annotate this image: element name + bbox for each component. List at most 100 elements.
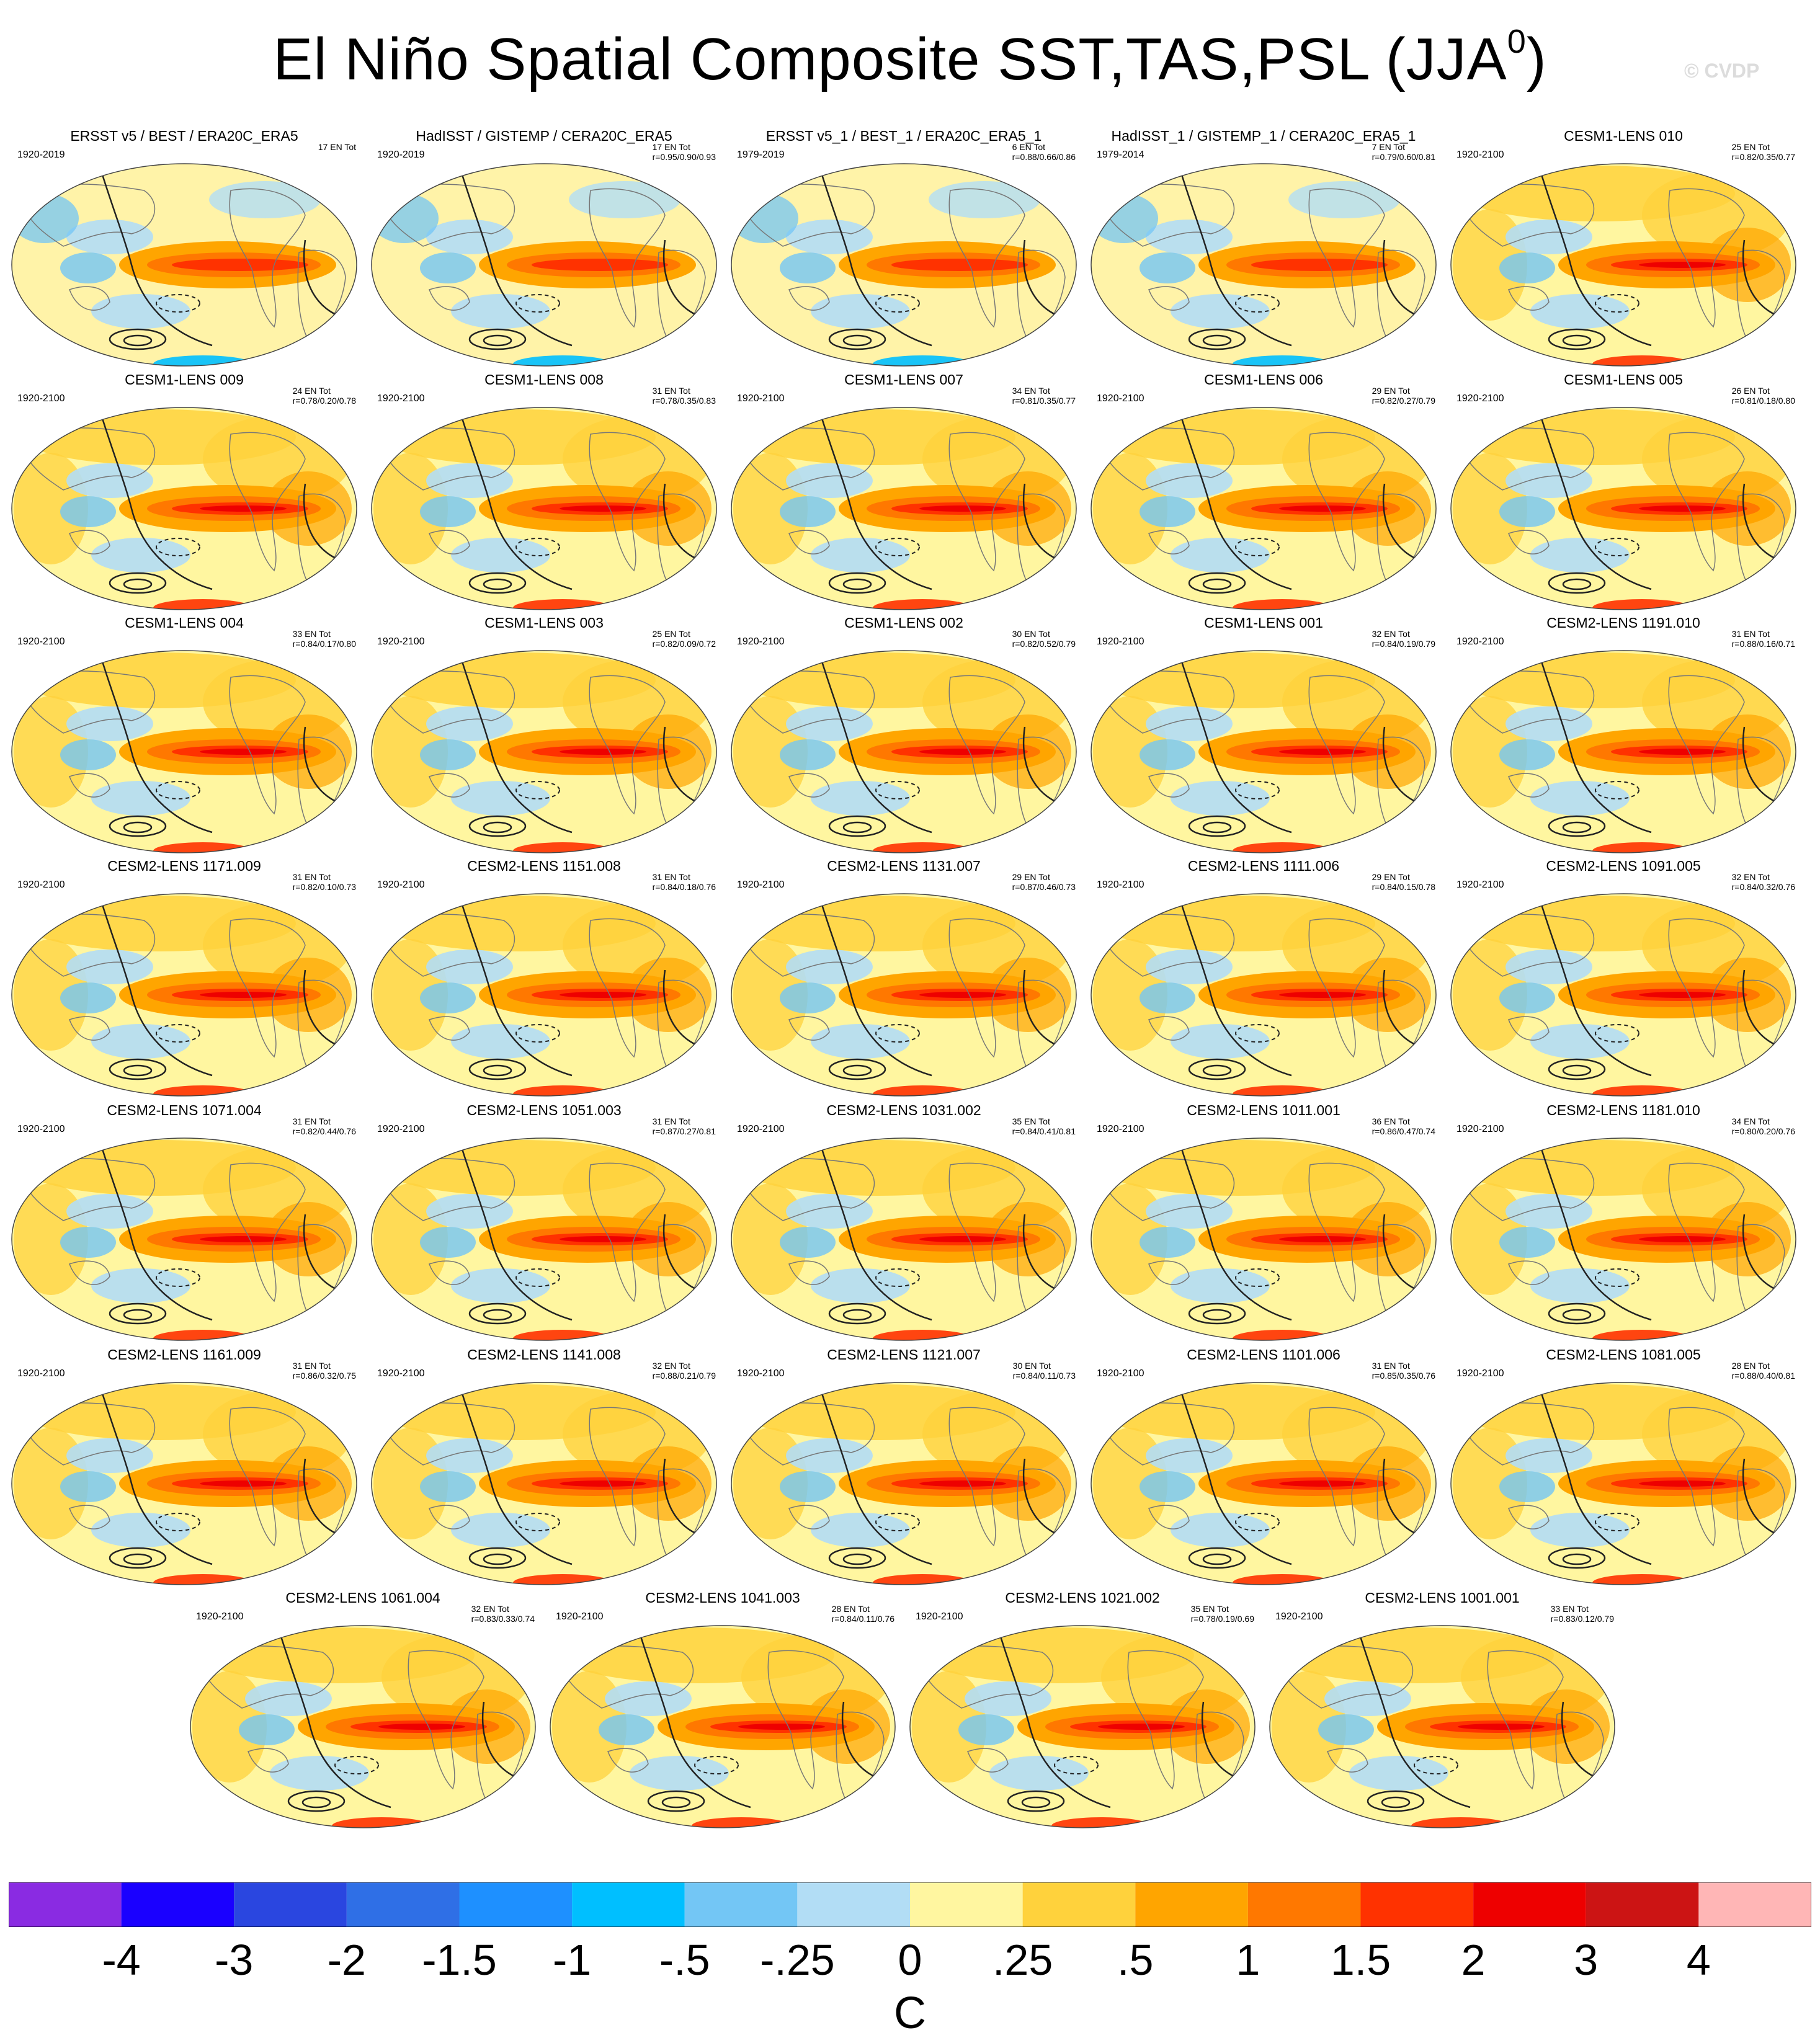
land-outline-0 bbox=[198, 1645, 334, 1709]
panel-years: 1920-2100 bbox=[17, 879, 65, 890]
map-outline bbox=[11, 407, 357, 610]
map-outline bbox=[11, 893, 357, 1097]
panel-years: 1920-2100 bbox=[17, 1124, 65, 1134]
map-outline bbox=[190, 1625, 536, 1828]
map-panel: ERSST v5 / BEST / ERA20C_ERA5 1920-2019 17… bbox=[7, 127, 361, 375]
land-outline-1 bbox=[589, 1162, 666, 1302]
psl-contour-solid-2 bbox=[828, 1302, 886, 1325]
cool-maritime-continent bbox=[780, 252, 836, 283]
map-panel: CESM1-LENS 001 1920-2100 32 EN Tot r=0.84/0… bbox=[1087, 614, 1440, 862]
map-panel: CESM2-LENS 1081.005 1920-2100 28 EN Tot r=0… bbox=[1447, 1346, 1800, 1594]
cool-maritime-continent bbox=[1140, 252, 1195, 283]
panel-pattern-correlation: r=0.83/0.12/0.79 bbox=[1550, 1614, 1614, 1624]
panel-ens-count: 25 EN Tot r=0.82/0.09/0.72 bbox=[653, 629, 716, 649]
nino-tongue-core bbox=[200, 505, 287, 512]
map-svg bbox=[1450, 163, 1796, 367]
psl-contour-solid-3 bbox=[842, 578, 872, 590]
psl-contour-solid-2 bbox=[468, 815, 527, 837]
panel-ens-total: 31 EN Tot bbox=[292, 1361, 331, 1371]
panel-title: ERSST v5_1 / BEST_1 / ERA20C_ERA5_1 bbox=[765, 128, 1042, 144]
panel-years: 1920-2100 bbox=[916, 1611, 963, 1622]
map-panel: CESM1-LENS 008 1920-2100 31 EN Tot r=0.78/0… bbox=[367, 371, 721, 619]
psl-contour-solid-2 bbox=[828, 815, 886, 837]
psl-contour-dashed bbox=[1414, 1756, 1458, 1774]
map-svg bbox=[1091, 407, 1437, 610]
map-panel: CESM2-LENS 1141.008 1920-2100 32 EN Tot r=0… bbox=[367, 1346, 721, 1594]
panel-pattern-correlation: r=0.88/0.16/0.71 bbox=[1731, 639, 1795, 649]
map-panel: CESM2-LENS 1131.007 1920-2100 29 EN Tot r=0… bbox=[727, 857, 1081, 1105]
antarctic-patch bbox=[513, 842, 612, 853]
map-outline bbox=[1450, 893, 1796, 1097]
cool-north-pacific bbox=[605, 1681, 692, 1716]
land-outline-3 bbox=[1148, 1505, 1190, 1529]
cool-north-pacific bbox=[786, 706, 873, 741]
colorbar-swatch bbox=[9, 1882, 122, 1927]
land-outline-3 bbox=[69, 1505, 110, 1529]
panel-pattern-correlation: r=0.81/0.35/0.77 bbox=[1012, 396, 1076, 406]
psl-contour-solid-1 bbox=[1538, 898, 1652, 1077]
psl-contour-solid-1 bbox=[99, 1387, 213, 1565]
land-outline-3 bbox=[607, 1748, 649, 1773]
psl-contour-dashed bbox=[1595, 1024, 1639, 1043]
psl-contour-solid-1 bbox=[1179, 898, 1292, 1077]
psl-contour-solid-1 bbox=[459, 1387, 573, 1565]
panel-years: 1920-2100 bbox=[17, 1368, 65, 1379]
psl-contour-dashed bbox=[1595, 1268, 1639, 1287]
land-outline-1 bbox=[767, 1650, 844, 1790]
colorbar-tick-label: .5 bbox=[1117, 1936, 1154, 1984]
land-outline-0 bbox=[739, 914, 875, 977]
land-outline-1 bbox=[229, 1162, 306, 1302]
colorbar-swatch bbox=[684, 1882, 798, 1927]
panel-ens-total: 24 EN Tot bbox=[292, 386, 331, 396]
antarctic-patch bbox=[1592, 1085, 1692, 1096]
land-outline-0 bbox=[1458, 1158, 1595, 1221]
psl-contour-solid-3 bbox=[842, 821, 872, 834]
panel-title: CESM2-LENS 1191.010 bbox=[1546, 615, 1700, 631]
land-outline-1 bbox=[1668, 432, 1745, 572]
cool-north-pacific bbox=[1146, 950, 1233, 984]
antarctic-patch bbox=[153, 355, 252, 366]
land-outline-0 bbox=[739, 427, 875, 491]
cool-maritime-continent bbox=[420, 252, 476, 283]
panel-years: 1979-2019 bbox=[737, 149, 785, 160]
psl-contour-dashed bbox=[1595, 781, 1639, 799]
land-outline-1 bbox=[948, 675, 1025, 815]
land-outline-1 bbox=[229, 432, 306, 572]
cool-maritime-continent bbox=[60, 982, 116, 1013]
antarctic-patch bbox=[1592, 1574, 1692, 1585]
colorbar-swatch bbox=[1247, 1882, 1361, 1927]
psl-contour-solid-1 bbox=[819, 412, 932, 590]
panel-ens-count: 31 EN Tot r=0.85/0.35/0.76 bbox=[1372, 1361, 1435, 1381]
psl-contour-solid-3 bbox=[661, 1796, 691, 1809]
land-outline-0 bbox=[1458, 1402, 1595, 1466]
land-outline-0 bbox=[739, 1158, 875, 1221]
map-svg bbox=[1450, 650, 1796, 853]
cool-north-pacific bbox=[1506, 1194, 1592, 1229]
psl-contour-solid-2 bbox=[828, 1547, 886, 1569]
panel-title: CESM2-LENS 1051.003 bbox=[466, 1102, 622, 1118]
nino-tongue-core bbox=[1279, 1480, 1366, 1487]
land-outline-3 bbox=[1508, 530, 1550, 554]
cool-north-pacific bbox=[786, 1194, 873, 1229]
cool-maritime-continent bbox=[420, 1471, 476, 1502]
land-outline-0 bbox=[1458, 670, 1595, 734]
figure-title: El Niño Spatial Composite SST,TAS,PSL (J… bbox=[273, 23, 1547, 92]
antarctic-patch bbox=[873, 842, 972, 853]
panel-pattern-correlation: r=0.82/0.35/0.77 bbox=[1731, 152, 1795, 162]
panel-title: CESM2-LENS 1121.007 bbox=[827, 1346, 981, 1363]
land-outline-1 bbox=[948, 1162, 1025, 1302]
antarctic-patch bbox=[513, 1085, 612, 1096]
panel-pattern-correlation: r=0.84/0.41/0.81 bbox=[1012, 1126, 1076, 1136]
cool-north-pacific bbox=[786, 220, 873, 254]
psl-contour-solid-3 bbox=[1562, 334, 1592, 347]
psl-contour-solid-1 bbox=[99, 1142, 213, 1321]
panel-ens-count: 6 EN Tot r=0.88/0.66/0.86 bbox=[1012, 142, 1076, 162]
psl-contour-dashed bbox=[694, 1756, 739, 1774]
panel-pattern-correlation: r=0.84/0.32/0.76 bbox=[1731, 882, 1795, 892]
panel-pattern-correlation: r=0.80/0.20/0.76 bbox=[1731, 1126, 1795, 1136]
map-svg bbox=[11, 893, 357, 1097]
psl-contour-solid-1 bbox=[1357, 1630, 1471, 1809]
psl-contour-solid-3 bbox=[842, 334, 872, 347]
map-outline bbox=[1450, 650, 1796, 853]
panel-title: CESM1-LENS 008 bbox=[484, 372, 604, 388]
